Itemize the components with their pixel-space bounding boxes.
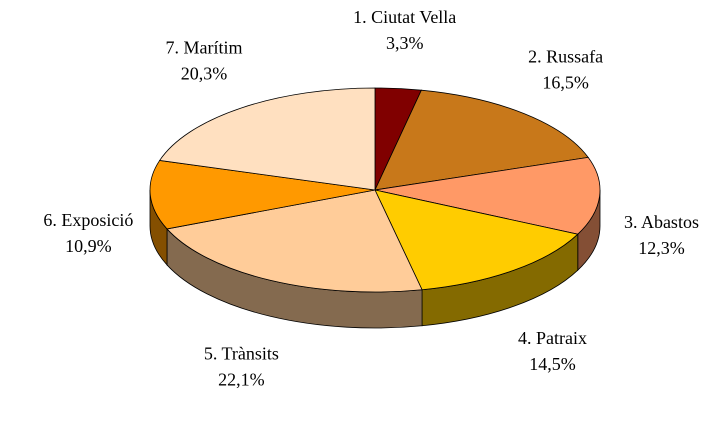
slice-value: 10,9%	[65, 236, 112, 256]
slice-label: 5. Trànsits	[204, 344, 279, 364]
pie-slice	[158, 87, 376, 191]
slice-label: 6. Exposició	[43, 210, 133, 230]
slice-value: 3,3%	[386, 33, 424, 53]
slice-label: 4. Patraix	[518, 328, 587, 348]
pie-slice	[374, 189, 579, 291]
slice-label: 1. Ciutat Vella	[353, 7, 456, 27]
slice-label: 3. Abastos	[624, 212, 699, 232]
pie-slice	[374, 89, 589, 191]
slice-value: 14,5%	[529, 354, 576, 374]
slice-label: 7. Marítim	[165, 38, 242, 58]
pie-slice	[374, 156, 601, 235]
slice-value: 22,1%	[218, 370, 265, 390]
slice-value: 12,3%	[638, 238, 685, 258]
slice-label: 2. Russafa	[528, 47, 603, 67]
pie-slice	[166, 189, 423, 293]
slice-value: 16,5%	[542, 73, 589, 93]
slice-value: 20,3%	[181, 64, 228, 84]
pie-slice	[149, 160, 376, 230]
